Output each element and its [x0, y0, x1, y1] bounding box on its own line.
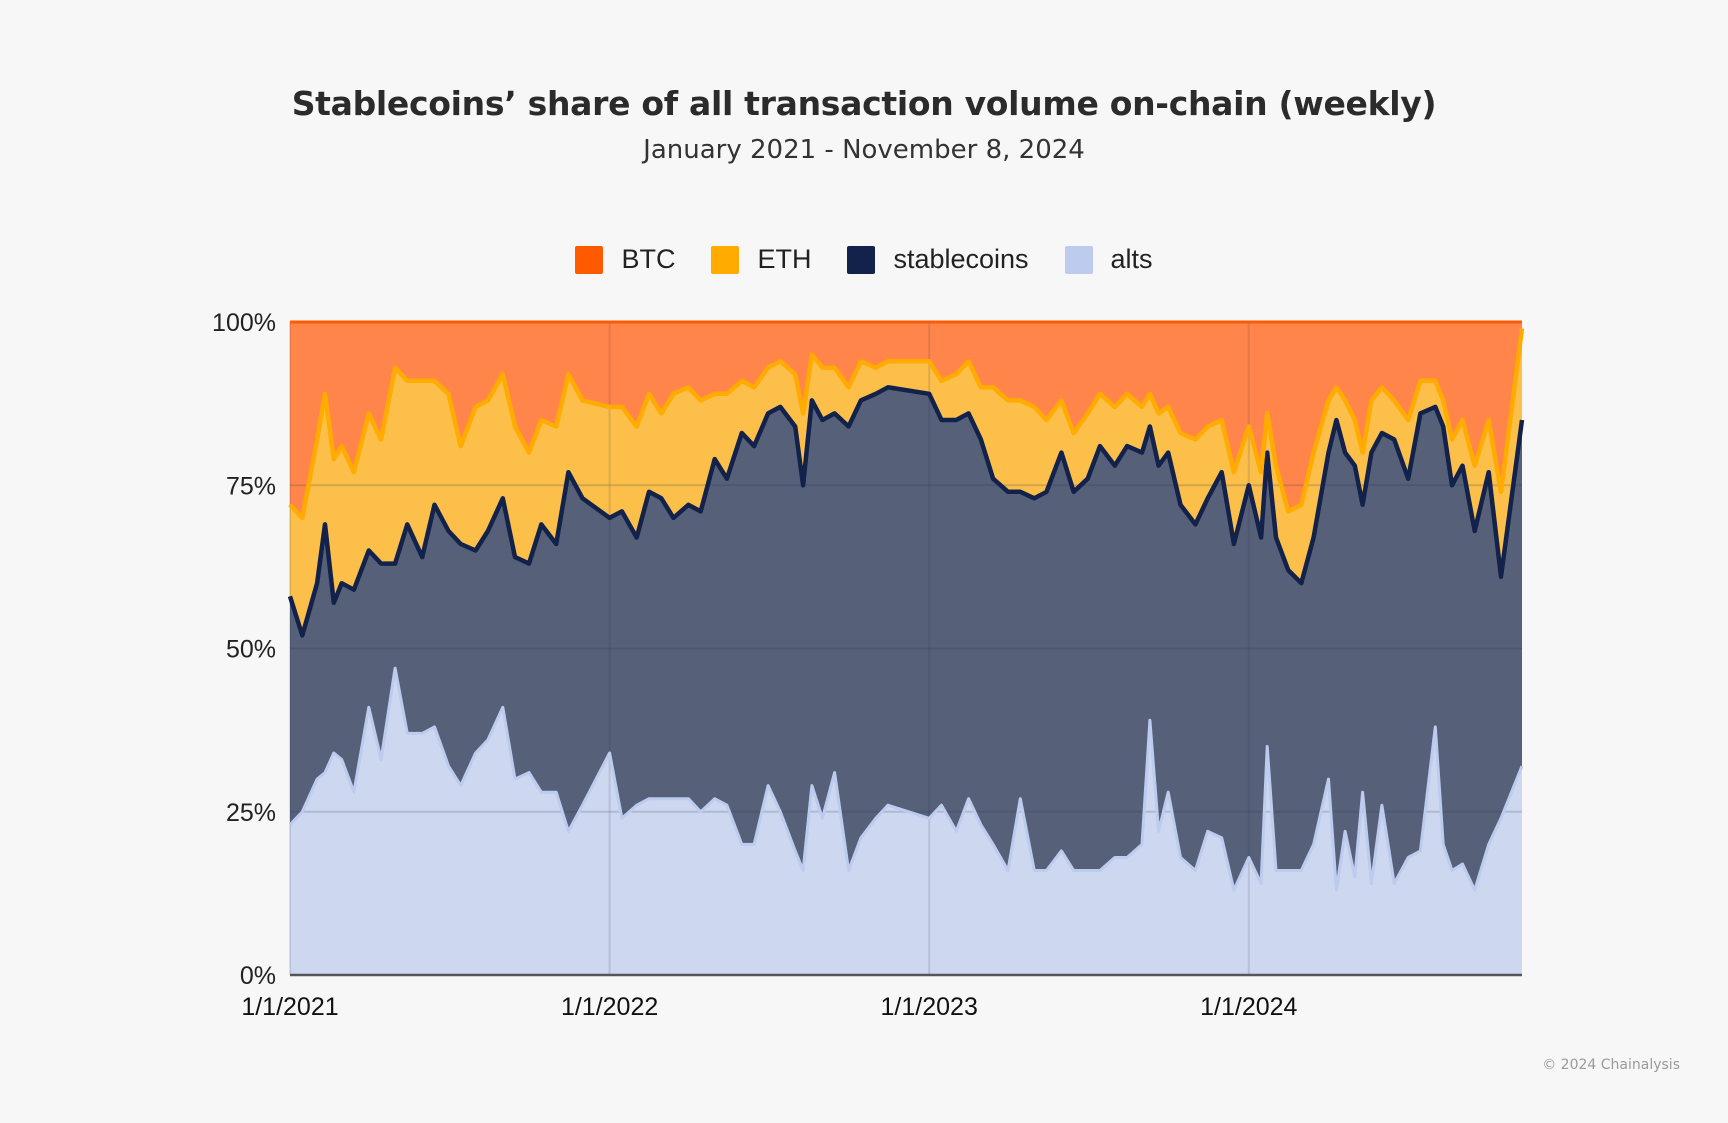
- legend-swatch-alts: [1064, 245, 1093, 274]
- chart-subtitle: January 2021 - November 8, 2024: [643, 135, 1085, 165]
- chart-title: Stablecoins’ share of all transaction vo…: [291, 84, 1437, 123]
- y-tick-label: 50%: [226, 636, 276, 664]
- line-alts: [288, 666, 1524, 892]
- legend-item-btc[interactable]: BTC: [575, 244, 675, 275]
- legend-swatch-stablecoins: [847, 245, 876, 274]
- x-tick-label: 1/1/2021: [241, 993, 338, 1021]
- gridlines: [289, 322, 1522, 975]
- axes: 0% 25% 50% 75% 100% 1/1/2021 1/1/2022 1/1/2023 1…: [212, 309, 1522, 1021]
- legend-swatch-btc: [575, 245, 604, 274]
- area-stablecoins: [290, 387, 1522, 891]
- legend-item-alts[interactable]: alts: [1064, 244, 1153, 275]
- series-lines: [287, 320, 1525, 892]
- area-btc: [290, 322, 1522, 518]
- y-tick-label: 25%: [226, 799, 276, 827]
- line-stablecoins: [287, 385, 1525, 638]
- y-tick-label: 75%: [226, 472, 276, 500]
- legend-item-stablecoins[interactable]: stablecoins: [847, 244, 1029, 275]
- legend-item-eth[interactable]: ETH: [711, 244, 811, 275]
- area-alts: [290, 668, 1522, 975]
- copyright: © 2024 Chainalysis: [1542, 1057, 1680, 1073]
- y-tick-label: 0%: [240, 962, 276, 990]
- x-tick-label: 1/1/2023: [881, 993, 978, 1021]
- legend-label-alts: alts: [1110, 244, 1153, 274]
- y-tick-label: 100%: [212, 309, 276, 337]
- legend: BTC ETH stablecoins alts: [0, 244, 1728, 275]
- legend-label-btc: BTC: [621, 244, 676, 274]
- legend-label-stablecoins: stablecoins: [893, 244, 1029, 274]
- legend-swatch-eth: [711, 245, 740, 274]
- legend-label-eth: ETH: [757, 244, 812, 274]
- x-tick-label: 1/1/2022: [561, 993, 658, 1021]
- x-tick-label: 1/1/2024: [1200, 993, 1297, 1021]
- line-eth: [288, 328, 1525, 521]
